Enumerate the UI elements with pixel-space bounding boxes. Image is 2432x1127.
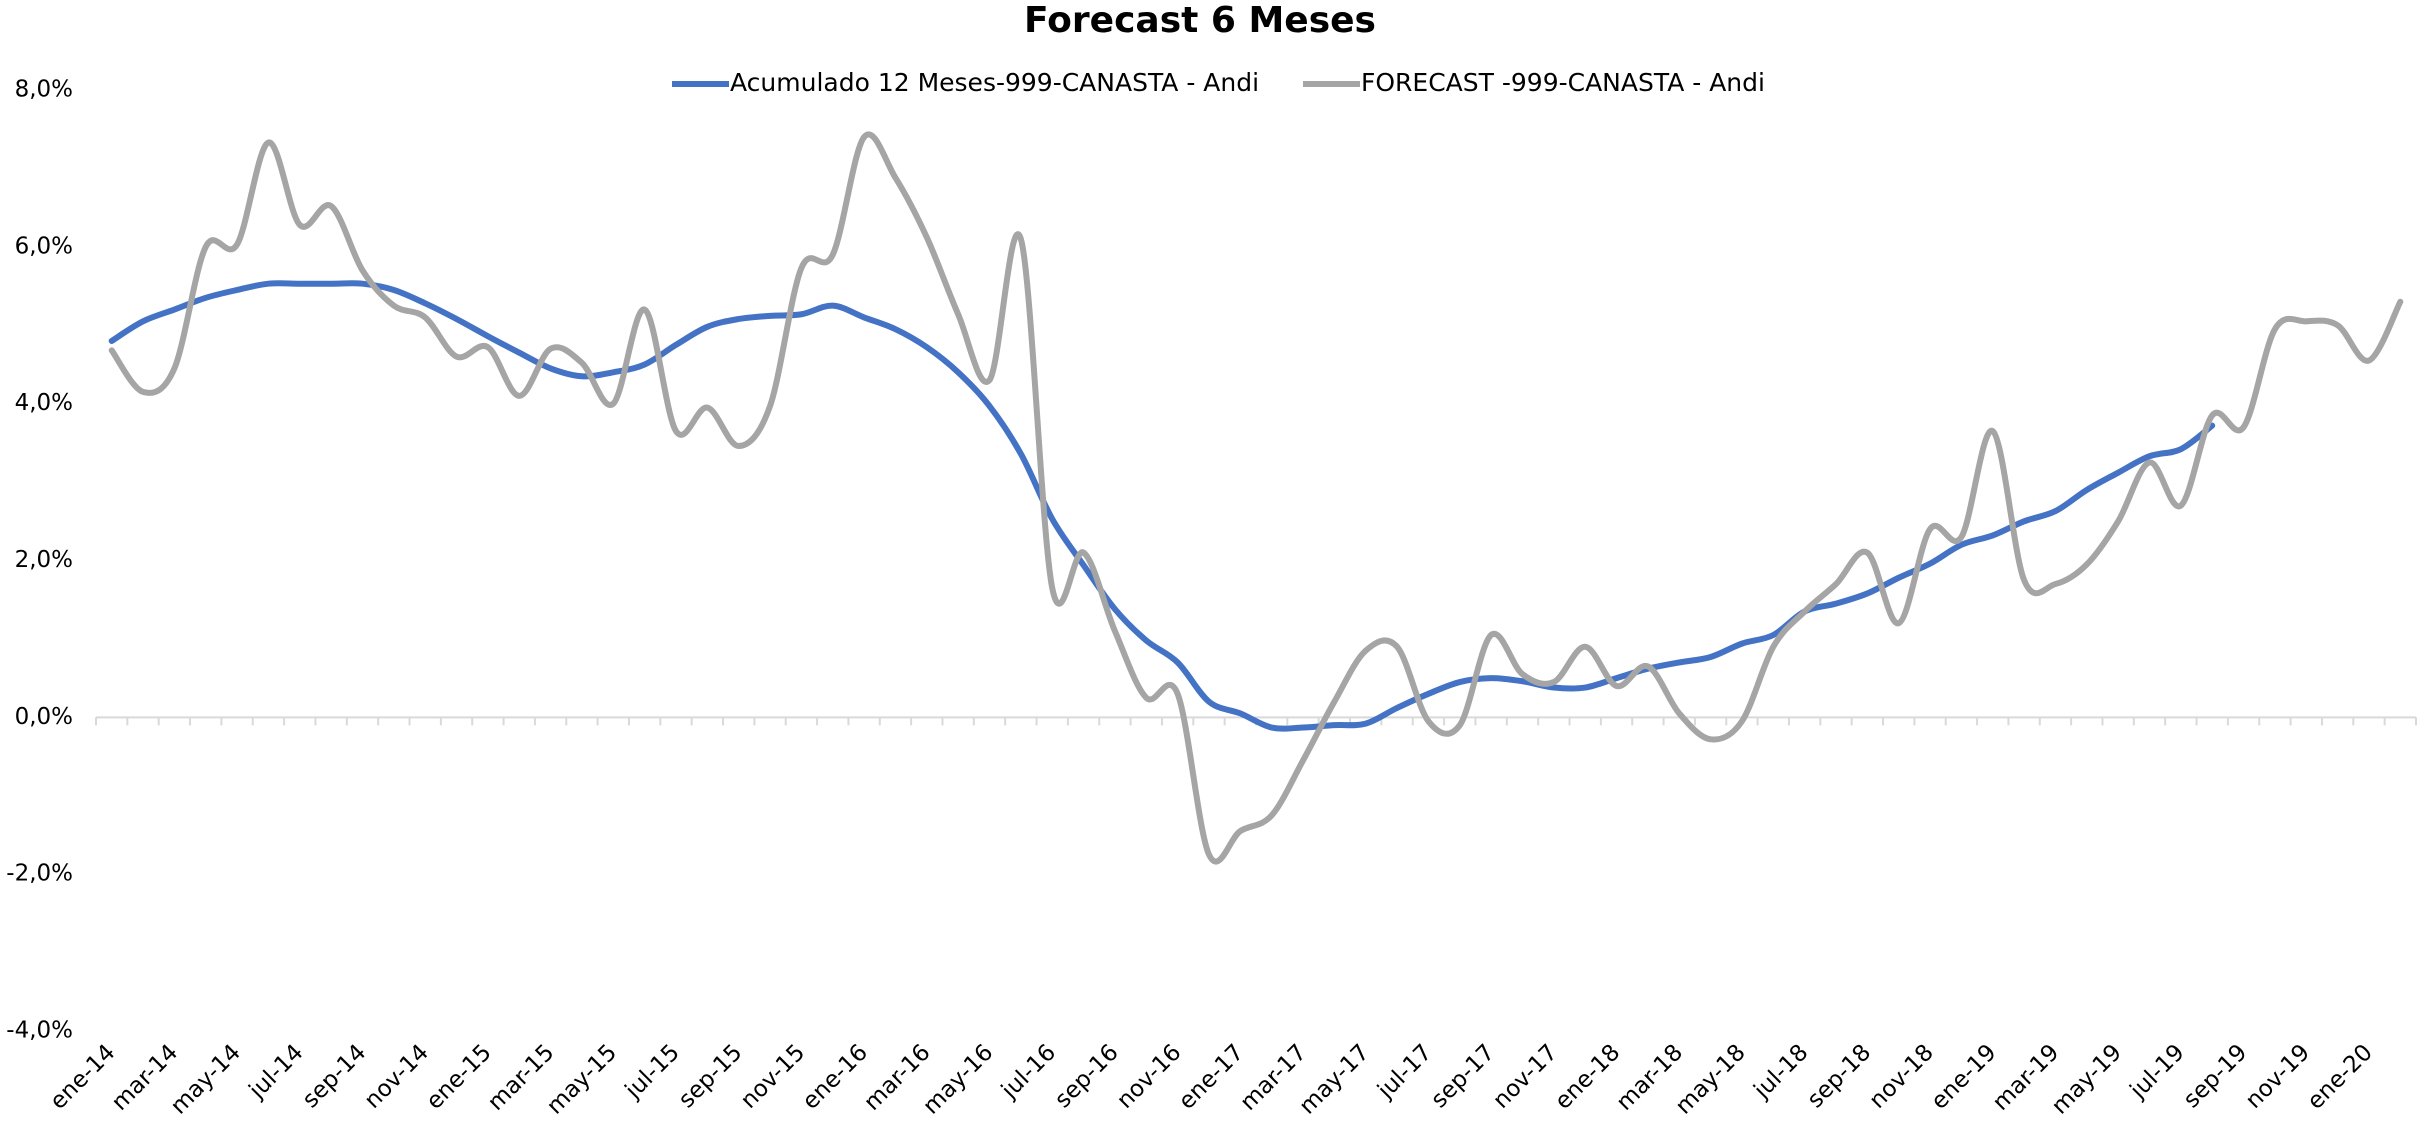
- x-tick-label: nov-14: [360, 1039, 434, 1113]
- x-tick-label: ene-15: [421, 1039, 496, 1114]
- y-tick-label: 0,0%: [15, 704, 73, 730]
- legend-label: FORECAST -999-CANASTA - Andi: [1361, 68, 1765, 97]
- y-tick-label: 4,0%: [15, 390, 73, 416]
- x-tick-label: may-16: [918, 1039, 998, 1119]
- y-tick-label: 6,0%: [15, 233, 73, 259]
- x-tick-label: nov-17: [1488, 1039, 1562, 1113]
- series-line: [108, 280, 2216, 732]
- x-tick-label: ene-14: [45, 1039, 120, 1114]
- x-tick-label: nov-16: [1112, 1039, 1186, 1113]
- x-tick-label: may-19: [2047, 1039, 2127, 1119]
- x-tick-label: sep-16: [1050, 1039, 1124, 1113]
- x-tick-label: sep-14: [298, 1039, 372, 1113]
- x-tick-label: nov-18: [1864, 1039, 1938, 1113]
- x-tick-label: sep-17: [1426, 1039, 1500, 1113]
- y-tick-label: 2,0%: [15, 547, 73, 573]
- x-tick-label: may-17: [1294, 1039, 1374, 1119]
- x-tick-label: ene-16: [798, 1039, 873, 1114]
- x-tick-label: may-15: [542, 1039, 622, 1119]
- x-tick-label: ene-19: [1926, 1039, 2001, 1114]
- chart-title: Forecast 6 Meses: [1024, 0, 1376, 41]
- x-tick-label: sep-19: [2179, 1039, 2253, 1113]
- y-tick-label: -4,0%: [6, 1018, 73, 1044]
- x-tick-label: nov-15: [736, 1039, 810, 1113]
- x-tick-label: may-18: [1671, 1039, 1751, 1119]
- y-tick-label: -2,0%: [6, 861, 73, 887]
- x-tick-label: ene-20: [2303, 1039, 2378, 1114]
- x-tick-label: sep-15: [674, 1039, 748, 1113]
- x-tick-label: ene-18: [1550, 1039, 1625, 1114]
- x-tick-label: ene-17: [1174, 1039, 1249, 1114]
- y-tick-label: 8,0%: [15, 77, 73, 103]
- series-line: [108, 131, 2404, 865]
- legend-label: Acumulado 12 Meses-999-CANASTA - Andi: [730, 68, 1259, 97]
- x-tick-label: may-14: [166, 1039, 246, 1119]
- x-tick-label: nov-19: [2241, 1039, 2315, 1113]
- x-tick-label: sep-18: [1802, 1039, 1876, 1113]
